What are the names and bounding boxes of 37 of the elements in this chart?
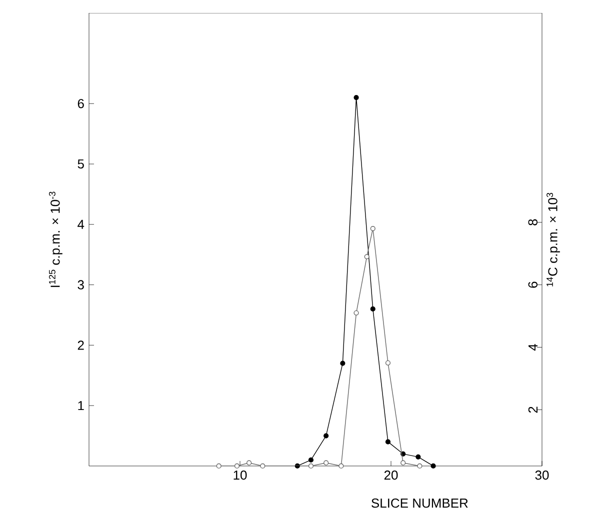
x-axis-title: SLICE NUMBER (372, 498, 468, 508)
y-tick-label: 2 (78, 340, 84, 350)
point (416, 454, 421, 460)
point (324, 460, 329, 466)
y2-tick-label: 4 (528, 344, 538, 351)
x-tick-label: 30 (535, 470, 549, 480)
y2-tick-label: 2 (528, 406, 538, 413)
point (385, 360, 391, 366)
y-tick-label: 6 (78, 98, 84, 108)
point (430, 463, 436, 469)
point (417, 463, 422, 469)
point (216, 463, 222, 469)
y2-tick-label: 6 (528, 282, 538, 288)
point (385, 439, 391, 444)
point (340, 360, 346, 366)
point (246, 460, 252, 466)
point (324, 433, 329, 438)
point (364, 254, 370, 260)
y-tick-label: 1 (78, 401, 84, 410)
point (370, 226, 376, 232)
y2-axis-title: $^{14}$C c.p.m. × 10$^{3}$ (546, 192, 560, 286)
y-tick-label: 4 (78, 220, 84, 229)
y-tick-label: 3 (78, 280, 84, 290)
x-tick-label: 10 (234, 470, 247, 480)
point (354, 95, 359, 100)
x-tick-label: 20 (384, 470, 398, 480)
point (308, 457, 314, 462)
point (400, 460, 406, 466)
point (308, 463, 314, 469)
y-axis-title: I$^{125}$ c.p.m. × 10$^{-3}$ (48, 192, 62, 287)
point (354, 310, 359, 316)
y2-tick-label: 8 (528, 219, 538, 226)
point (338, 463, 344, 469)
point (370, 306, 376, 312)
point (234, 463, 240, 469)
point (260, 463, 266, 469)
y-tick-label: 5 (78, 159, 84, 169)
